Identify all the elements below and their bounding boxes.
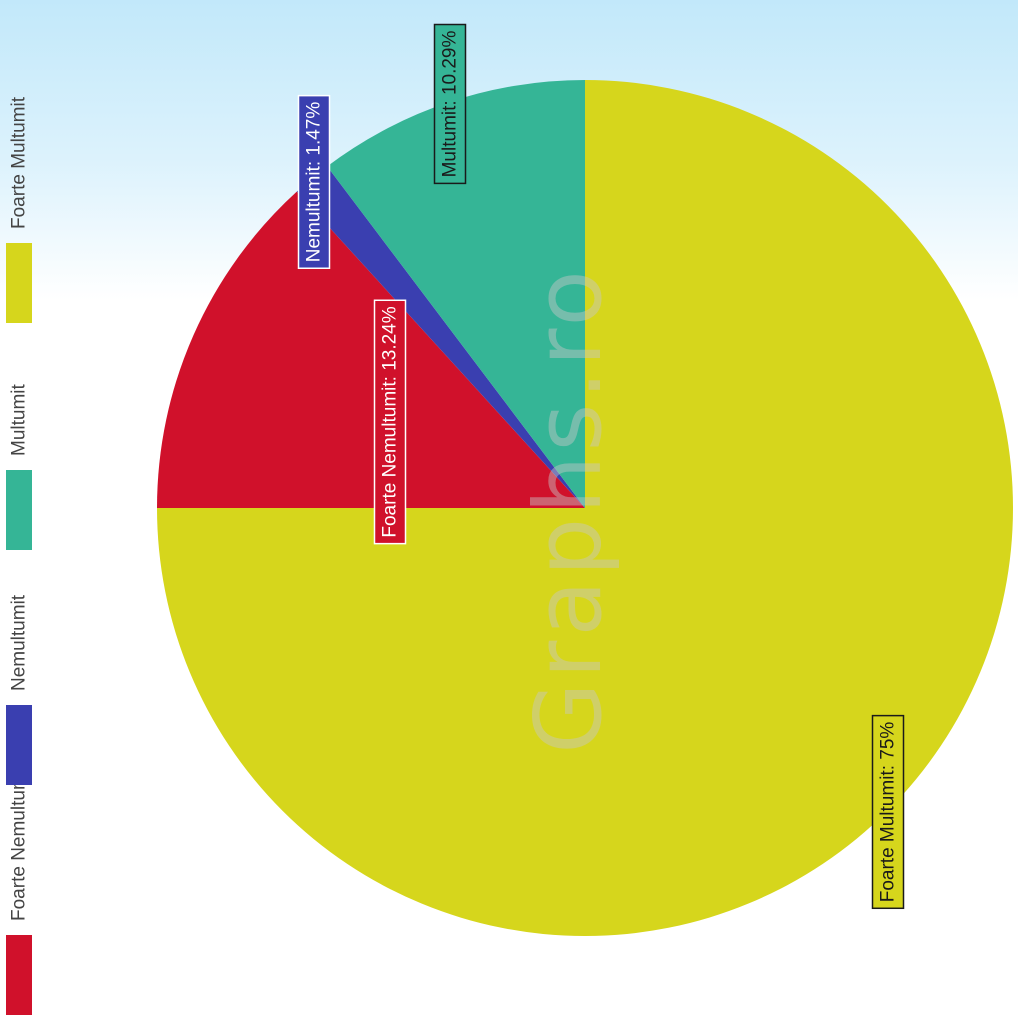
legend-label-multumit: Multumit [9,383,30,456]
legend-swatch-nemultumit [6,705,32,785]
pie-slices [157,80,1013,936]
pie-slice-nemultumit [296,166,585,509]
data-label-foarte-nemultumit: Foarte Nemultumit: 13.24% [373,299,407,545]
pie-slice-multumit [327,80,585,508]
data-label-box-nemultumit [297,94,331,270]
data-label-foarte-multumit: Foarte Multumit: 75% [871,714,905,910]
data-label-box-foarte-multumit [871,714,905,910]
pie-slice-foarte-multumit [157,80,1013,936]
data-label-text-multumit: Multumit: 10.29% [440,31,461,178]
legend: Foarte Nemultumit Nemultumit Multumit Foart… [6,96,32,1015]
data-label-multumit: Multumit: 10.29% [433,23,467,185]
data-label-box-multumit [433,23,467,185]
data-label-box-foarte-nemultumit [373,299,407,545]
legend-label-foarte-multumit: Foarte Multumit [9,96,30,229]
watermark-text: Graphs.ro [515,266,622,753]
legend-swatch-multumit [6,470,32,550]
data-label-text-nemultumit: Nemultumit: 1.47% [304,102,325,263]
data-label-nemultumit: Nemultumit: 1.47% [297,94,331,270]
legend-swatch-foarte-multumit [6,243,32,323]
legend-swatch-foarte-nemultumit [6,935,32,1015]
pie-slice-foarte-nemultumit [157,191,585,508]
data-label-text-foarte-nemultumit: Foarte Nemultumit: 13.24% [380,306,401,537]
data-label-text-foarte-multumit: Foarte Multumit: 75% [878,722,899,903]
data-labels: Foarte Nemultumit: 13.24% Nemultumit: 1.4… [297,23,905,910]
legend-label-nemultumit: Nemultumit [9,594,30,691]
legend-label-foarte-nemultumit: Foarte Nemultumit [9,764,30,921]
